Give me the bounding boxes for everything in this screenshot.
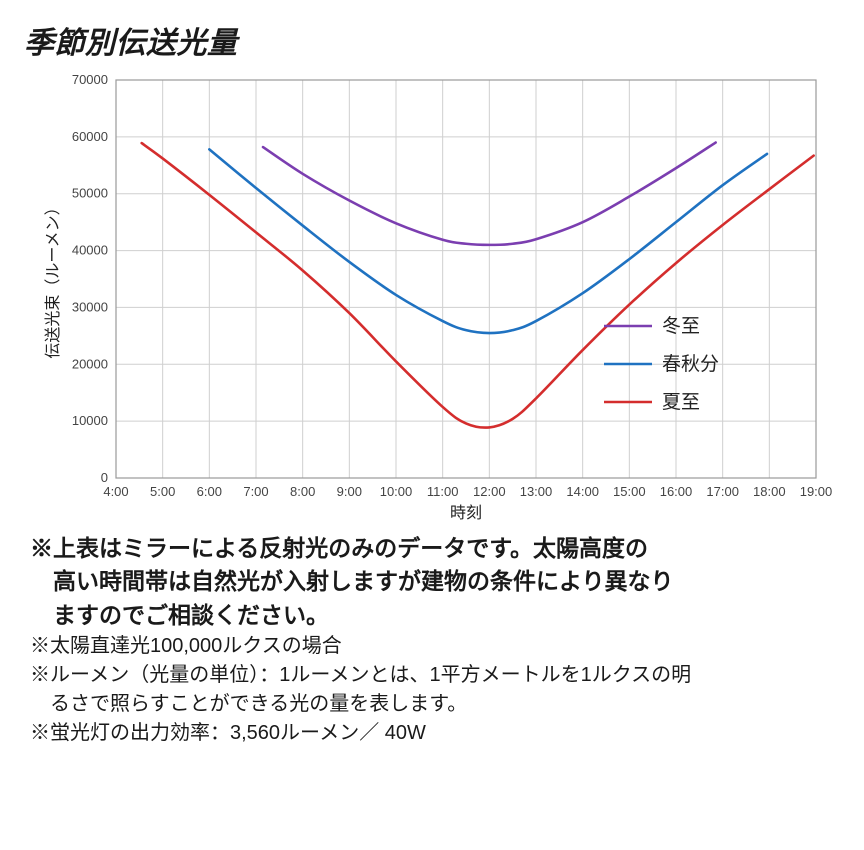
x-tick-label: 18:00 (753, 484, 786, 499)
x-tick-label: 10:00 (380, 484, 413, 499)
legend-label: 夏至 (662, 392, 700, 413)
footnote-line: ※蛍光灯の出力効率：3,560ルーメン／ 40W (30, 719, 834, 748)
x-tick-label: 7:00 (243, 484, 268, 499)
y-tick-label: 20000 (72, 356, 108, 371)
footnote-bold-line: 高い時間帯は自然光が入射しますが建物の条件により異なり (30, 565, 834, 598)
x-tick-label: 13:00 (520, 484, 553, 499)
x-tick-label: 12:00 (473, 484, 506, 499)
x-tick-label: 15:00 (613, 484, 646, 499)
legend-label: 冬至 (662, 315, 700, 337)
x-tick-label: 9:00 (337, 484, 362, 499)
x-tick-label: 5:00 (150, 484, 175, 499)
y-tick-label: 40000 (72, 243, 108, 258)
y-tick-label: 70000 (72, 72, 108, 87)
y-tick-label: 10000 (72, 413, 108, 428)
x-tick-label: 6:00 (197, 484, 222, 499)
legend-label: 春秋分 (662, 353, 719, 375)
footnote-bold-line: ※上表はミラーによる反射光のみのデータです。太陽高度の (30, 532, 834, 565)
x-axis-title: 時刻 (450, 504, 482, 522)
y-tick-label: 30000 (72, 299, 108, 314)
footnote-bold-line: ますのでご相談ください。 (30, 599, 834, 632)
x-tick-label: 16:00 (660, 484, 693, 499)
y-tick-label: 50000 (72, 186, 108, 201)
x-tick-label: 4:00 (103, 484, 128, 499)
x-tick-label: 8:00 (290, 484, 315, 499)
x-tick-label: 14:00 (566, 484, 599, 499)
footnote-line: るさで照らすことができる光の量を表します。 (30, 690, 834, 719)
y-tick-label: 0 (101, 470, 108, 485)
footnote-line: ※ルーメン（光量の単位）：1ルーメンとは、1平方メートルを1ルクスの明 (30, 661, 834, 690)
line-chart: 0 10000 20000 30000 40000 50000 60000 70000 4:00… (24, 66, 834, 526)
y-tick-label: 60000 (72, 129, 108, 144)
page-root: 季節別伝送光量 0 10000 20000 30000 40000 50000 60000 7… (0, 0, 864, 850)
y-axis-title: 伝送光束（ルーメン） (44, 199, 62, 358)
x-tick-label: 17:00 (706, 484, 739, 499)
footnote-line: ※太陽直達光100,000ルクスの場合 (30, 632, 834, 661)
page-title: 季節別伝送光量 (24, 18, 840, 62)
chart-svg: 0 10000 20000 30000 40000 50000 60000 70000 4:00… (24, 66, 834, 526)
x-tick-label: 11:00 (427, 484, 459, 499)
footnotes: ※上表はミラーによる反射光のみのデータです。太陽高度の 高い時間帯は自然光が入射… (24, 532, 840, 748)
x-tick-label: 19:00 (800, 484, 833, 499)
